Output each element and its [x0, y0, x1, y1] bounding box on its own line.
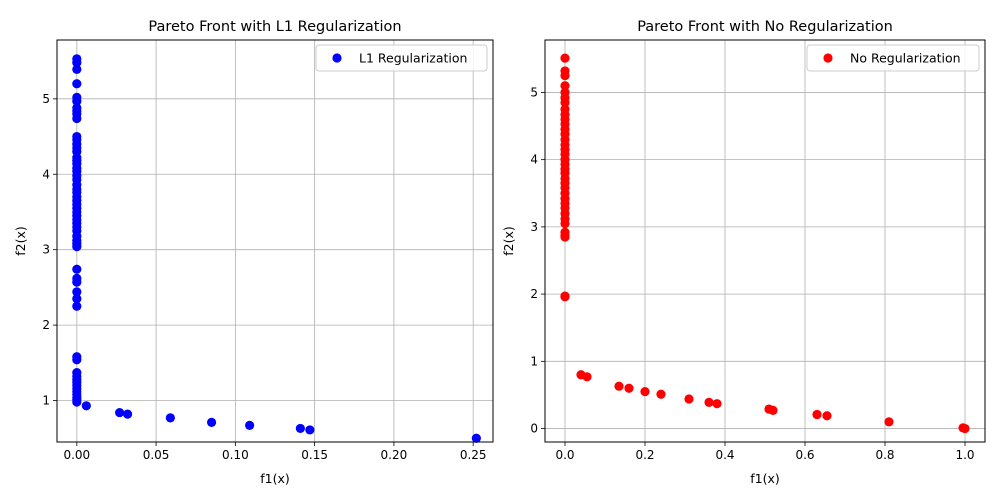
x-tick-label: 0.0: [555, 448, 574, 462]
y-tick-label: 4: [530, 153, 538, 167]
x-axis-label: f1(x): [260, 471, 290, 486]
y-tick-label: 3: [42, 243, 50, 257]
data-point: [884, 417, 894, 427]
x-tick-label: 0.15: [301, 448, 328, 462]
legend-box: [315, 44, 488, 72]
data-point: [165, 413, 175, 423]
plot-area: [57, 40, 493, 442]
data-point: [305, 425, 315, 435]
data-point: [560, 53, 570, 63]
data-point: [72, 64, 82, 75]
data-point: [72, 277, 82, 287]
y-tick-label: 1: [530, 354, 538, 368]
y-tick-label: 5: [42, 92, 50, 106]
data-point: [72, 287, 82, 297]
data-point: [72, 264, 82, 274]
data-point: [72, 397, 82, 407]
y-tick-label: 3: [530, 220, 538, 234]
legend: No Regularization: [806, 44, 980, 72]
data-point: [295, 423, 305, 434]
legend-marker: [332, 53, 342, 63]
data-point: [81, 401, 91, 411]
data-point: [812, 409, 822, 420]
x-tick-label: 0.6: [795, 448, 814, 462]
axes-frame: [56, 39, 494, 443]
data-point: [72, 96, 82, 106]
x-tick-label: 0.4: [715, 448, 734, 462]
data-point: [960, 423, 970, 434]
data-point: [72, 58, 82, 68]
chart-panel-2: 0.0 0.2 0.4 0.6 0.8 1.0 0 1 2 3 4 5 Pareto Front wit…: [501, 19, 986, 486]
y-tick-label: 5: [530, 85, 538, 99]
x-tick-label: 0.10: [222, 448, 249, 462]
x-tick-label: 0.8: [875, 448, 894, 462]
data-point: [560, 292, 570, 302]
y-axis-label: f2(x): [13, 226, 28, 256]
data-point: [560, 97, 570, 108]
x-tick-label: 0.2: [635, 448, 654, 462]
data-point: [560, 232, 570, 242]
data-point: [614, 381, 624, 391]
data-point: [245, 420, 255, 431]
axes-frame: [544, 39, 986, 443]
legend: L1 Regularization: [315, 44, 488, 72]
data-point: [206, 417, 217, 427]
x-tick-label: 1.0: [955, 448, 974, 462]
x-axis-label: f1(x): [750, 471, 780, 486]
data-point: [768, 405, 778, 416]
data-point: [122, 409, 133, 419]
y-axis-label: f2(x): [501, 226, 516, 256]
data-point: [72, 113, 82, 124]
data-point: [640, 386, 650, 397]
data-point: [72, 355, 82, 365]
data-point: [822, 411, 832, 421]
x-tick-label: 0.20: [381, 448, 408, 462]
x-tick-label: 0.25: [460, 448, 487, 462]
plot-area: [545, 40, 985, 442]
data-point: [560, 71, 570, 81]
x-tick-label: 0.05: [143, 448, 170, 462]
y-tick-label: 2: [530, 287, 538, 301]
legend-label: L1 Regularization: [359, 51, 467, 66]
data-point: [72, 301, 82, 311]
data-point: [560, 218, 570, 229]
data-point: [624, 383, 634, 393]
y-tick-label: 0: [530, 422, 538, 436]
x-tick-label: 0.00: [63, 448, 90, 462]
legend-box: [806, 44, 980, 72]
data-point: [72, 242, 82, 252]
data-point: [72, 294, 82, 304]
data-point: [712, 399, 722, 409]
chart-title: Pareto Front with L1 Regularization: [148, 19, 401, 35]
chart-panel-1: 0.00 0.05 0.10 0.15 0.20 0.25 1 2 3 4 5 Pareto Fron…: [13, 19, 494, 486]
data-point: [656, 389, 666, 399]
data-point: [704, 397, 714, 407]
legend-label: No Regularization: [850, 51, 961, 66]
y-tick-label: 2: [42, 318, 50, 332]
data-point: [684, 394, 694, 404]
data-point: [72, 79, 82, 89]
data-point: [560, 81, 570, 91]
data-point: [582, 372, 592, 382]
legend-marker: [823, 53, 833, 63]
data-point: [115, 407, 125, 418]
data-point: [471, 433, 481, 443]
y-tick-label: 4: [42, 167, 50, 181]
y-tick-label: 1: [42, 394, 50, 408]
chart-title: Pareto Front with No Regularization: [637, 19, 893, 35]
